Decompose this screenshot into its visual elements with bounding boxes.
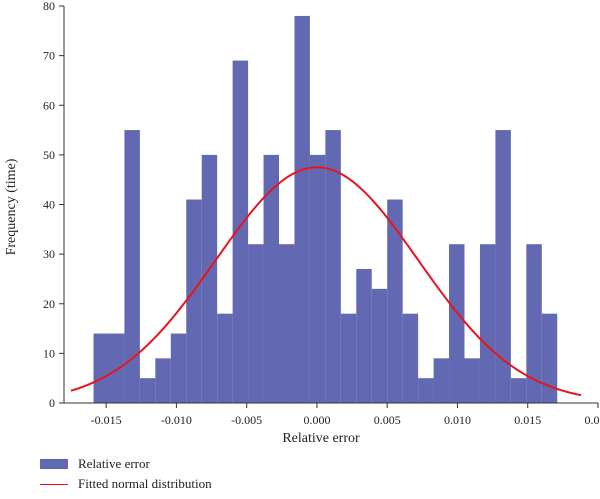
legend-item-relative-error: Relative error bbox=[40, 454, 212, 474]
histogram-bar bbox=[434, 358, 449, 403]
x-tick-label: 0.020 bbox=[585, 413, 600, 427]
histogram-bar bbox=[186, 200, 201, 403]
histogram-bar bbox=[449, 244, 464, 403]
x-tick-label: 0.015 bbox=[514, 413, 541, 427]
legend: Relative error Fitted normal distributio… bbox=[40, 454, 212, 494]
histogram-bar bbox=[264, 155, 279, 403]
histogram-bar bbox=[109, 334, 124, 403]
histogram-bar bbox=[341, 314, 356, 403]
histogram-bar bbox=[217, 314, 232, 403]
histogram-bar bbox=[310, 155, 325, 403]
histogram-bar bbox=[465, 358, 480, 403]
legend-item-fitted-normal: Fitted normal distribution bbox=[40, 474, 212, 494]
histogram-bar bbox=[202, 155, 217, 403]
y-tick-label: 10 bbox=[43, 346, 55, 360]
y-tick-label: 0 bbox=[49, 396, 55, 410]
histogram-bar bbox=[248, 244, 263, 403]
histogram-bar bbox=[171, 334, 186, 403]
histogram-bar bbox=[94, 334, 109, 403]
y-tick-label: 20 bbox=[43, 297, 55, 311]
x-tick-label: -0.015 bbox=[91, 413, 122, 427]
x-tick-label: 0.000 bbox=[303, 413, 330, 427]
histogram-bar bbox=[279, 244, 294, 403]
y-tick-label: 50 bbox=[43, 148, 55, 162]
y-tick-label: 40 bbox=[43, 198, 55, 212]
legend-label-fitted-normal: Fitted normal distribution bbox=[78, 476, 212, 492]
legend-label-relative-error: Relative error bbox=[78, 456, 150, 472]
histogram-bar bbox=[511, 378, 526, 403]
y-tick-label: 30 bbox=[43, 247, 55, 261]
histogram-bar bbox=[495, 130, 510, 403]
histogram-bar bbox=[155, 358, 170, 403]
y-axis-label: Frequency (time) bbox=[4, 158, 19, 255]
x-tick-label: -0.005 bbox=[231, 413, 262, 427]
y-tick-label: 80 bbox=[43, 0, 55, 13]
histogram-bar bbox=[294, 16, 309, 403]
x-axis-label: Relative error bbox=[282, 431, 360, 446]
histogram-bar bbox=[418, 378, 433, 403]
y-tick-label: 70 bbox=[43, 49, 55, 63]
histogram-bar bbox=[480, 244, 495, 403]
histogram-bar bbox=[356, 269, 371, 403]
y-tick-label: 60 bbox=[43, 98, 55, 112]
histogram-bar bbox=[372, 289, 387, 403]
histogram-bar bbox=[387, 200, 402, 403]
x-tick-label: 0.010 bbox=[444, 413, 471, 427]
legend-line-swatch bbox=[40, 484, 68, 485]
legend-bar-swatch bbox=[40, 459, 68, 469]
x-tick-label: 0.005 bbox=[374, 413, 401, 427]
histogram-bar bbox=[403, 314, 418, 403]
histogram-bar bbox=[542, 314, 557, 403]
histogram-bar bbox=[140, 378, 155, 403]
x-tick-label: -0.010 bbox=[161, 413, 192, 427]
